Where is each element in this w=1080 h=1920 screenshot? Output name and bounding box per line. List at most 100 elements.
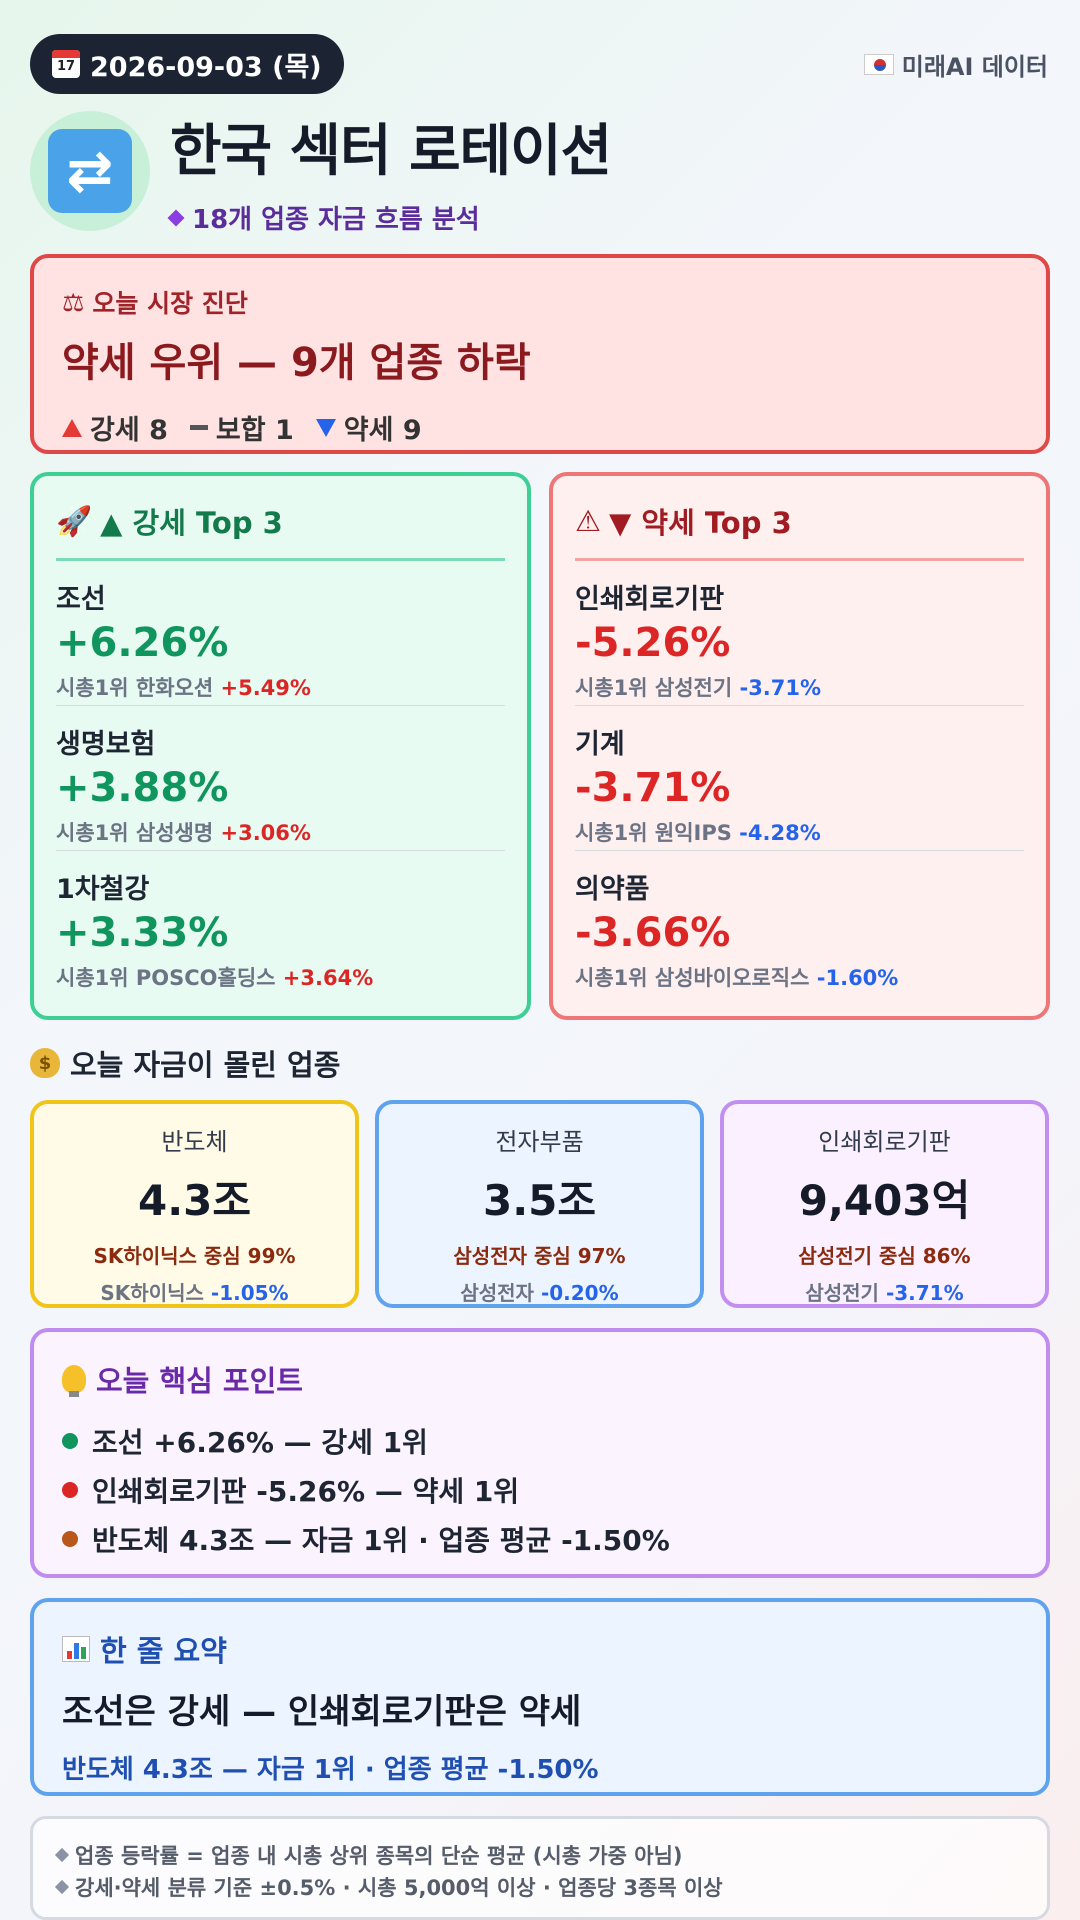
weak-count-text: 약세 9 bbox=[343, 415, 422, 446]
sector-leader: 시총1위 삼성전기 -3.71% bbox=[575, 672, 1024, 702]
subtitle: 18개 업종 자금 흐름 분석 bbox=[167, 199, 611, 236]
stock-change: -3.71% bbox=[885, 1281, 964, 1305]
money-amount: 4.3조 bbox=[137, 1176, 252, 1225]
money-stock: 삼성전기 -3.71% bbox=[724, 1277, 1045, 1306]
leader-name: 시총1위 삼성생명 bbox=[56, 821, 214, 845]
diagnosis-counts: 강세 8 보합 1 약세 9 bbox=[62, 408, 1018, 447]
up-triangle-icon bbox=[62, 418, 82, 437]
strong-top3-card: 🚀 ▲ 강세 Top 3 조선 +6.26% 시총1위 한화오션 +5.49% … bbox=[30, 472, 531, 1020]
sector-change: -3.71% bbox=[575, 765, 731, 811]
list-item: 의약품 -3.66% 시총1위 삼성바이오로직스 -1.60% bbox=[575, 851, 1024, 996]
date-text: 2026-09-03 (목) bbox=[90, 51, 322, 83]
sector-name: 인쇄회로기판 bbox=[575, 584, 725, 615]
money-amount: 9,403억 bbox=[798, 1176, 971, 1225]
money-heading: $ 오늘 자금이 몰린 업종 bbox=[30, 1042, 1050, 1084]
sector-leader: 시총1위 POSCO홀딩스 +3.64% bbox=[56, 962, 505, 992]
diamond-icon bbox=[54, 1879, 70, 1895]
money-card: 반도체 4.3조 SK하이닉스 중심 99% SK하이닉스 -1.05% bbox=[30, 1100, 359, 1308]
top3-row: 🚀 ▲ 강세 Top 3 조선 +6.26% 시총1위 한화오션 +5.49% … bbox=[30, 472, 1050, 1020]
key-point-text: 반도체 4.3조 — 자금 1위 · 업종 평균 -1.50% bbox=[92, 1523, 670, 1557]
green-dot-icon bbox=[62, 1432, 78, 1449]
sector-change: +3.33% bbox=[56, 910, 229, 956]
leader-change: +5.49% bbox=[220, 676, 311, 700]
page-title: 한국 섹터 로테이션 bbox=[170, 119, 612, 184]
leader-name: 시총1위 삼성바이오로직스 bbox=[575, 966, 810, 990]
summary-heading: 한 줄 요약 bbox=[62, 1628, 1018, 1670]
money-concentration: SK하이닉스 중심 99% bbox=[93, 1244, 296, 1268]
weak-top3-heading-text: ▼ 약세 Top 3 bbox=[609, 506, 792, 540]
money-heading-text: 오늘 자금이 몰린 업종 bbox=[70, 1048, 341, 1082]
diagnosis-label: ⚖ 오늘 시장 진단 bbox=[62, 284, 1018, 320]
footnote-line: 강세·약세 분류 기준 ±0.5% · 시총 5,000억 이상 · 업종당 3… bbox=[54, 1871, 1023, 1903]
sector-name: 1차철강 bbox=[56, 874, 150, 905]
footnote-text: 업종 등락률 = 업종 내 시총 상위 종목의 단순 평균 (시총 가중 아님) bbox=[75, 1844, 683, 1868]
key-points-heading: 오늘 핵심 포인트 bbox=[62, 1358, 1018, 1400]
mixed-count-text: 보합 1 bbox=[215, 415, 294, 446]
sector-name: 의약품 bbox=[575, 874, 650, 905]
bar-chart-icon bbox=[62, 1636, 90, 1662]
summary-subtext: 반도체 4.3조 — 자금 1위 · 업종 평균 -1.50% bbox=[62, 1755, 599, 1785]
weak-top3-heading: ⚠ ▼ 약세 Top 3 bbox=[575, 500, 1024, 561]
leader-change: +3.64% bbox=[282, 966, 374, 990]
money-bag-icon: $ bbox=[30, 1048, 60, 1078]
list-item: 조선 +6.26% 시총1위 한화오션 +5.49% bbox=[56, 561, 505, 706]
strong-count: 강세 8 bbox=[62, 408, 168, 447]
title-block: 한국 섹터 로테이션 18개 업종 자금 흐름 분석 bbox=[167, 106, 612, 236]
leader-name: 시총1위 삼성전기 bbox=[575, 676, 733, 700]
date-badge: 17 2026-09-03 (목) bbox=[30, 34, 344, 94]
money-sector-name: 전자부품 bbox=[495, 1128, 584, 1156]
leader-change: -3.71% bbox=[739, 676, 822, 700]
strong-count-text: 강세 8 bbox=[90, 415, 168, 446]
money-concentration: 삼성전자 중심 97% bbox=[453, 1244, 626, 1268]
calendar-icon-day: 17 bbox=[56, 59, 76, 74]
footnote-text: 강세·약세 분류 기준 ±0.5% · 시총 5,000억 이상 · 업종당 3… bbox=[75, 1876, 723, 1900]
stock-name: 삼성전기 bbox=[805, 1281, 879, 1305]
strong-top3-heading-text: ▲ 강세 Top 3 bbox=[100, 506, 283, 540]
sector-name: 조선 bbox=[56, 584, 106, 615]
summary-title: 조선은 강세 — 인쇄회로기판은 약세 bbox=[62, 1692, 582, 1732]
top-bar: 17 2026-09-03 (목) 미래AI 데이터 bbox=[30, 34, 1050, 94]
source-text: 미래AI 데이터 bbox=[901, 52, 1048, 81]
mixed-count: 보합 1 bbox=[189, 408, 294, 447]
strong-top3-heading: 🚀 ▲ 강세 Top 3 bbox=[56, 500, 505, 561]
list-item: 반도체 4.3조 — 자금 1위 · 업종 평균 -1.50% bbox=[62, 1514, 1018, 1563]
money-card: 전자부품 3.5조 삼성전자 중심 97% 삼성전자 -0.20% bbox=[375, 1100, 704, 1308]
sector-leader: 시총1위 한화오션 +5.49% bbox=[56, 672, 505, 702]
leader-name: 시총1위 원익IPS bbox=[575, 821, 732, 845]
title-icon-circle: ⇄ bbox=[30, 111, 150, 231]
dash-icon bbox=[189, 425, 208, 430]
sector-name: 기계 bbox=[575, 729, 625, 760]
money-card: 인쇄회로기판 9,403억 삼성전기 중심 86% 삼성전기 -3.71% bbox=[720, 1100, 1049, 1308]
korea-flag-icon bbox=[863, 53, 894, 75]
leader-name: 시총1위 POSCO홀딩스 bbox=[56, 966, 276, 990]
summary-card: 한 줄 요약 조선은 강세 — 인쇄회로기판은 약세 반도체 4.3조 — 자금… bbox=[30, 1598, 1050, 1796]
key-points-heading-text: 오늘 핵심 포인트 bbox=[96, 1364, 303, 1398]
stock-name: 삼성전자 bbox=[460, 1281, 534, 1305]
key-points-card: 오늘 핵심 포인트 조선 +6.26% — 강세 1위 인쇄회로기판 -5.26… bbox=[30, 1328, 1050, 1578]
market-diagnosis-card: ⚖ 오늘 시장 진단 약세 우위 — 9개 업종 하락 강세 8 보합 1 약세… bbox=[30, 254, 1050, 454]
money-stock: 삼성전자 -0.20% bbox=[379, 1277, 700, 1306]
sector-change: -3.66% bbox=[575, 910, 731, 956]
list-item: 인쇄회로기판 -5.26% 시총1위 삼성전기 -3.71% bbox=[575, 561, 1024, 706]
sector-leader: 시총1위 원익IPS -4.28% bbox=[575, 817, 1024, 847]
orange-dot-icon bbox=[62, 1530, 78, 1547]
weak-count: 약세 9 bbox=[315, 408, 422, 447]
data-source: 미래AI 데이터 bbox=[863, 47, 1050, 82]
sector-leader: 시총1위 삼성바이오로직스 -1.60% bbox=[575, 962, 1024, 992]
money-concentration: 삼성전기 중심 86% bbox=[798, 1244, 971, 1268]
list-item: 기계 -3.71% 시총1위 원익IPS -4.28% bbox=[575, 706, 1024, 851]
rocket-icon: 🚀 bbox=[56, 503, 93, 538]
red-dot-icon bbox=[62, 1481, 78, 1498]
lightbulb-icon bbox=[62, 1365, 86, 1397]
weak-top3-card: ⚠ ▼ 약세 Top 3 인쇄회로기판 -5.26% 시총1위 삼성전기 -3.… bbox=[549, 472, 1050, 1020]
money-stock: SK하이닉스 -1.05% bbox=[34, 1277, 355, 1306]
diagnosis-label-text: 오늘 시장 진단 bbox=[92, 289, 248, 318]
footnote-line: 업종 등락률 = 업종 내 시총 상위 종목의 단순 평균 (시총 가중 아님) bbox=[54, 1839, 1023, 1871]
calendar-icon: 17 bbox=[52, 50, 80, 78]
subtitle-text: 18개 업종 자금 흐름 분석 bbox=[192, 205, 480, 235]
list-item: 1차철강 +3.33% 시총1위 POSCO홀딩스 +3.64% bbox=[56, 851, 505, 996]
stock-name: SK하이닉스 bbox=[100, 1281, 204, 1305]
leader-change: -4.28% bbox=[739, 821, 821, 845]
page: 17 2026-09-03 (목) 미래AI 데이터 ⇄ 한국 섹터 로테이션 … bbox=[30, 34, 1050, 1920]
rotation-arrows-icon: ⇄ bbox=[48, 129, 132, 213]
